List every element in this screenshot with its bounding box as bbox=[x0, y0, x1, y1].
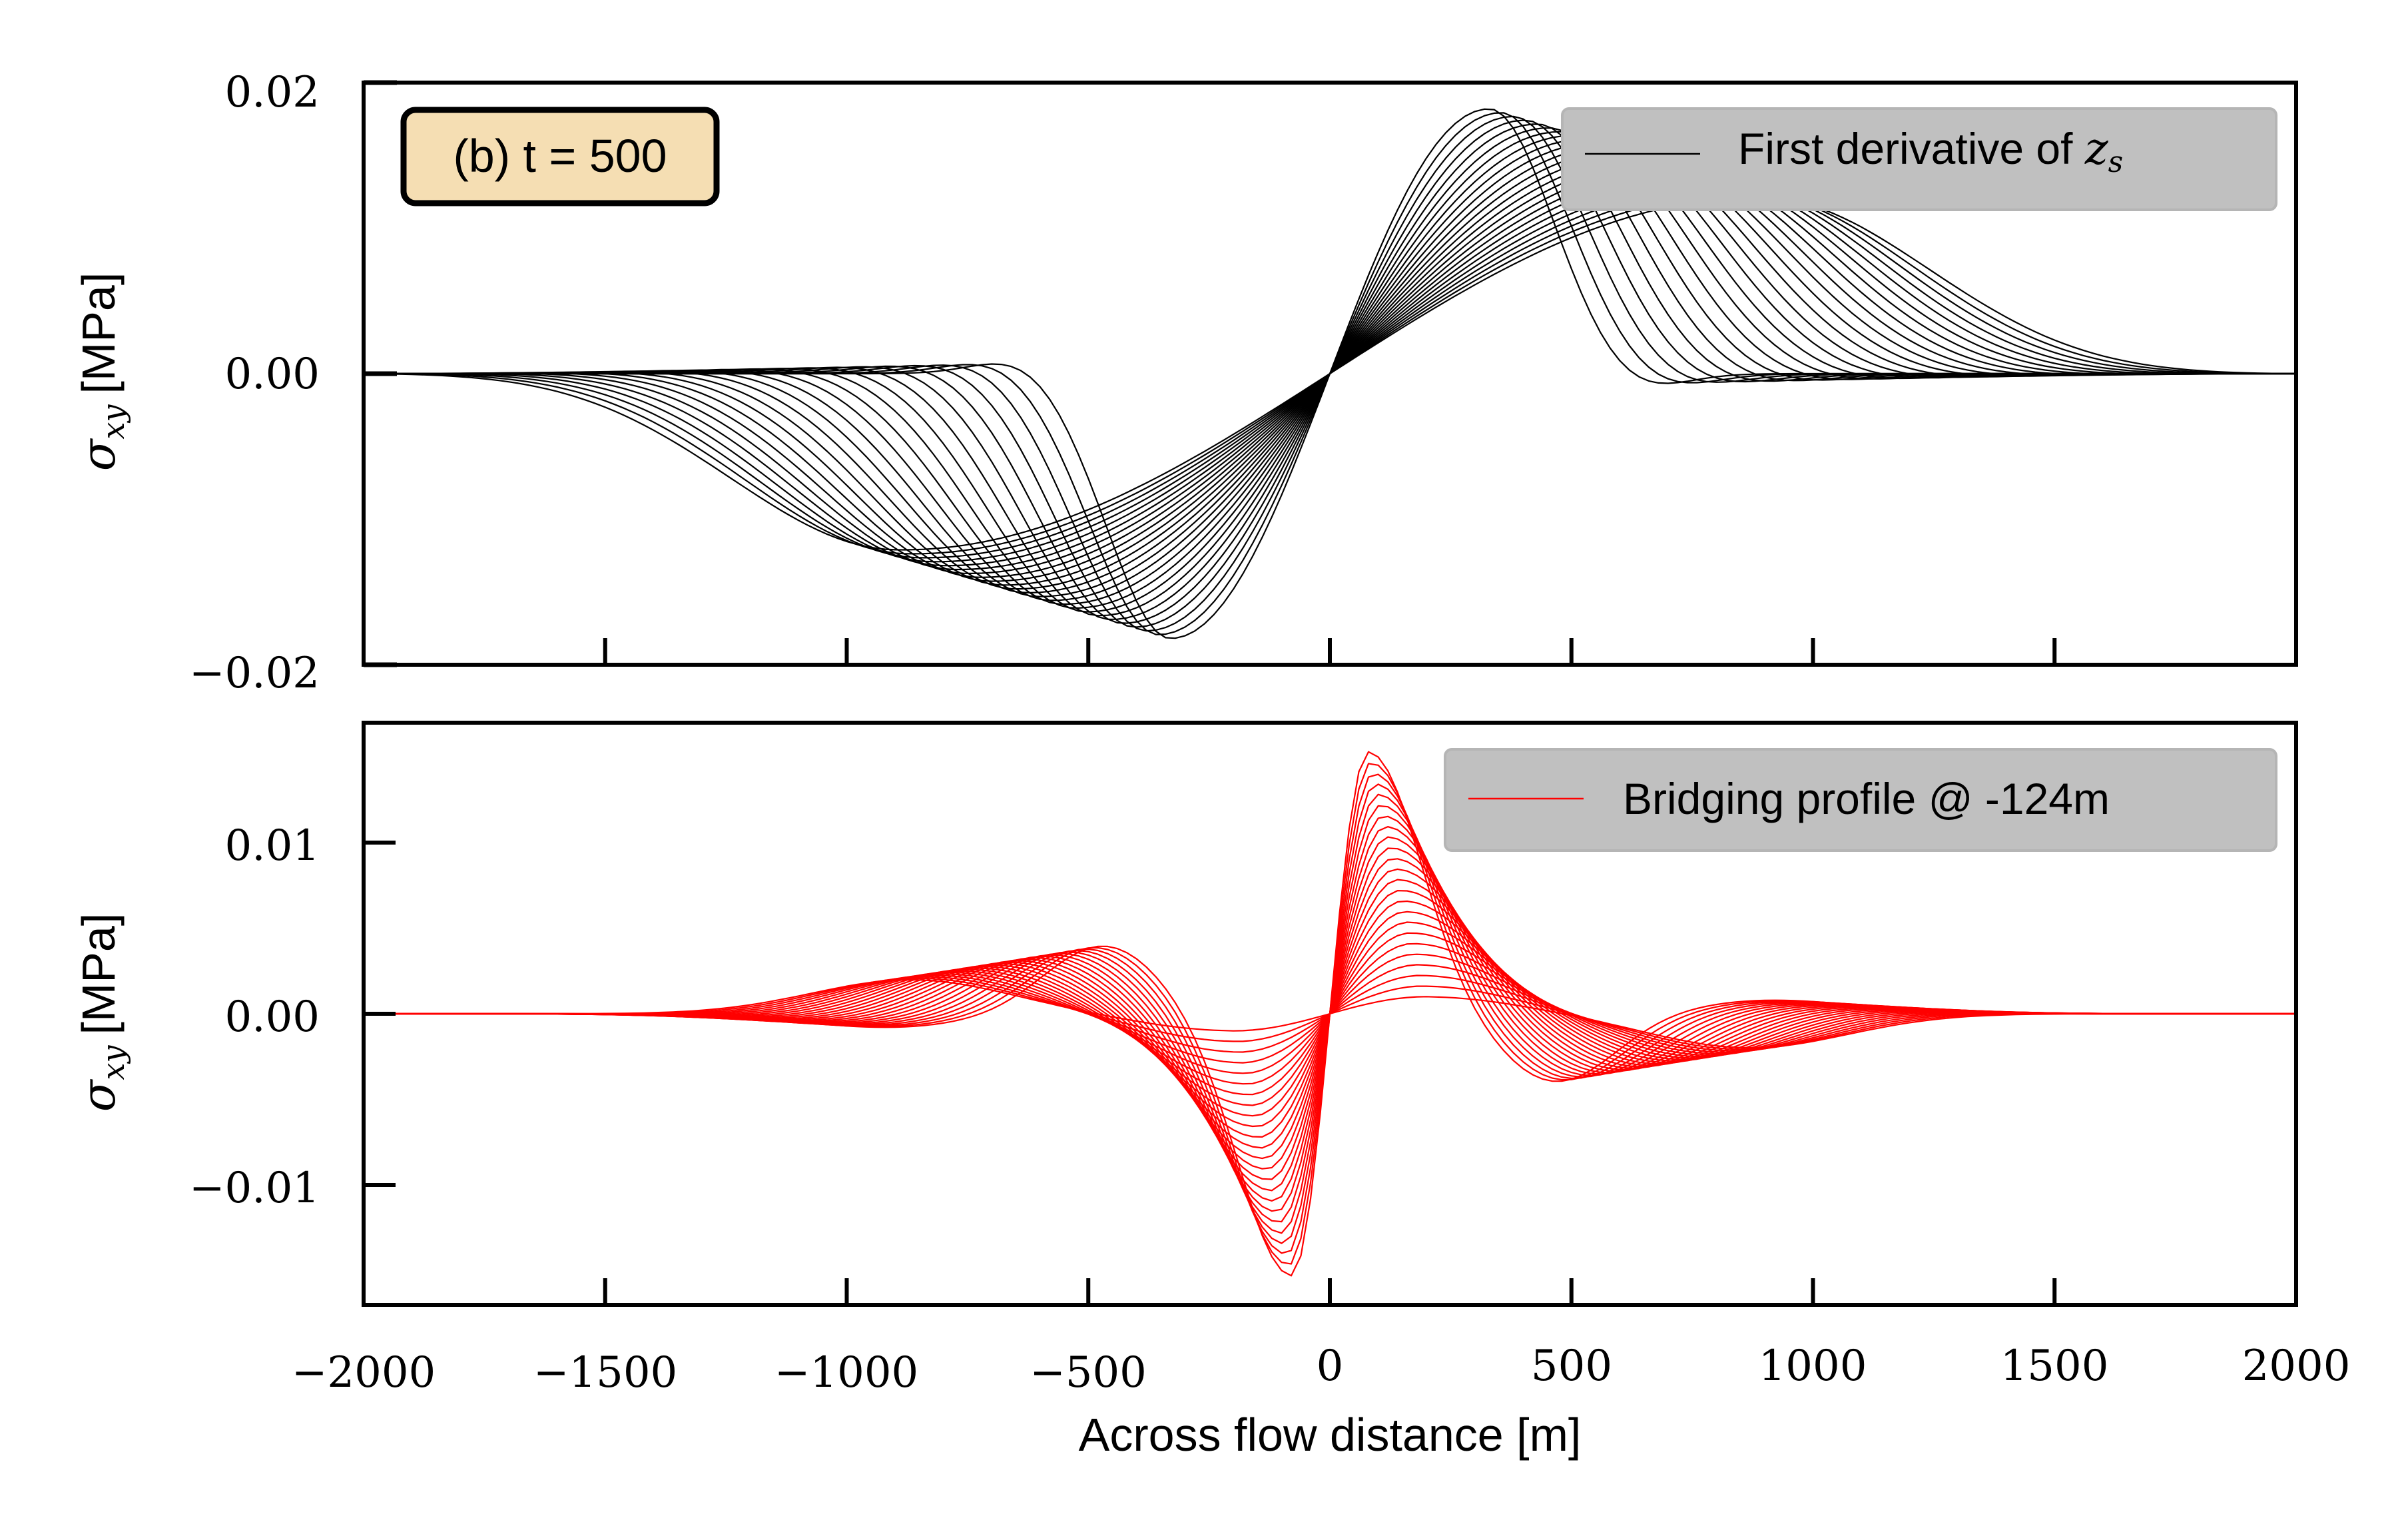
top-y-axis-label: σxy [MPa] bbox=[71, 272, 131, 472]
top-y-ticks bbox=[364, 80, 397, 667]
xtick-label-neg1500: −1500 bbox=[533, 1348, 678, 1397]
bottom-series-group bbox=[364, 751, 2296, 1277]
top-legend-math-subscript: s bbox=[2108, 145, 2124, 179]
top-legend: First derivative of zs bbox=[1561, 107, 2277, 211]
bottom-legend: Bridging profile @ -124m bbox=[1444, 748, 2277, 852]
top-ylabel-unit: [MPa] bbox=[73, 272, 125, 394]
annotation-box: (b) t = 500 bbox=[400, 107, 720, 206]
bottom-ylabel-unit: [MPa] bbox=[73, 913, 125, 1035]
svg-text:First derivative of zs: First derivative of zs bbox=[1738, 123, 2123, 179]
top-series-group bbox=[363, 108, 2297, 639]
annotation-box-frame bbox=[400, 107, 720, 206]
xtick-label-2000: 2000 bbox=[2242, 1341, 2351, 1391]
top-legend-math-z: z bbox=[2084, 123, 2109, 175]
annotation-label: (b) t = 500 bbox=[453, 130, 667, 182]
top-ytick-label-zero: 0.00 bbox=[225, 350, 320, 399]
svg-text:σxy[MPa]: σxy [MPa] bbox=[71, 913, 131, 1112]
xtick-label-500: 500 bbox=[1531, 1341, 1612, 1391]
xtick-label-0: 0 bbox=[1317, 1341, 1344, 1391]
xtick-label-neg500: −500 bbox=[1030, 1348, 1147, 1397]
top-legend-frame bbox=[1561, 107, 2277, 211]
bottom-xtick-labels: −2000 −1500 −1000 −500 0 500 1000 1500 2… bbox=[292, 1341, 2351, 1397]
top-legend-label: First derivative of bbox=[1738, 124, 2085, 173]
top-x-ticks bbox=[603, 638, 2057, 665]
bottom-legend-frame bbox=[1444, 748, 2277, 852]
top-panel: 0.02 0.00 −0.02 σxy [MPa] (b) t = 500 Fir… bbox=[71, 68, 2298, 698]
bottom-ylabel-subscript: xy bbox=[95, 1045, 131, 1080]
bottom-legend-label: Bridging profile @ -124m bbox=[1623, 774, 2110, 823]
bottom-y-axis-label: σxy [MPa] bbox=[71, 913, 131, 1112]
bottom-ytick-label-zero: 0.00 bbox=[225, 992, 320, 1042]
bottom-y-ticks bbox=[364, 840, 396, 1188]
top-ylabel-symbol: σ bbox=[71, 438, 126, 471]
bottom-ylabel-symbol: σ bbox=[71, 1078, 126, 1112]
bottom-series-line-24 bbox=[364, 978, 2296, 1049]
xtick-label-neg1000: −1000 bbox=[774, 1348, 919, 1397]
bottom-ytick-label-neg: −0.01 bbox=[189, 1164, 320, 1213]
top-series-line-24 bbox=[363, 196, 2297, 551]
xtick-label-neg2000: −2000 bbox=[292, 1348, 436, 1397]
xtick-label-1500: 1500 bbox=[2000, 1341, 2109, 1391]
bottom-ytick-label-pos: 0.01 bbox=[225, 821, 320, 871]
x-axis-label: Across flow distance [m] bbox=[1079, 1409, 1582, 1461]
top-ylabel-subscript: xy bbox=[95, 404, 131, 440]
top-ytick-label-min: −0.02 bbox=[189, 649, 320, 698]
bottom-x-ticks bbox=[603, 1278, 2057, 1305]
top-ytick-label-max: 0.02 bbox=[225, 68, 320, 117]
svg-text:σxy[MPa]: σxy [MPa] bbox=[71, 272, 131, 472]
bottom-panel: 0.01 0.00 −0.01 −2000 −1500 −1000 −500 0… bbox=[71, 721, 2351, 1461]
xtick-label-1000: 1000 bbox=[1759, 1341, 1867, 1391]
